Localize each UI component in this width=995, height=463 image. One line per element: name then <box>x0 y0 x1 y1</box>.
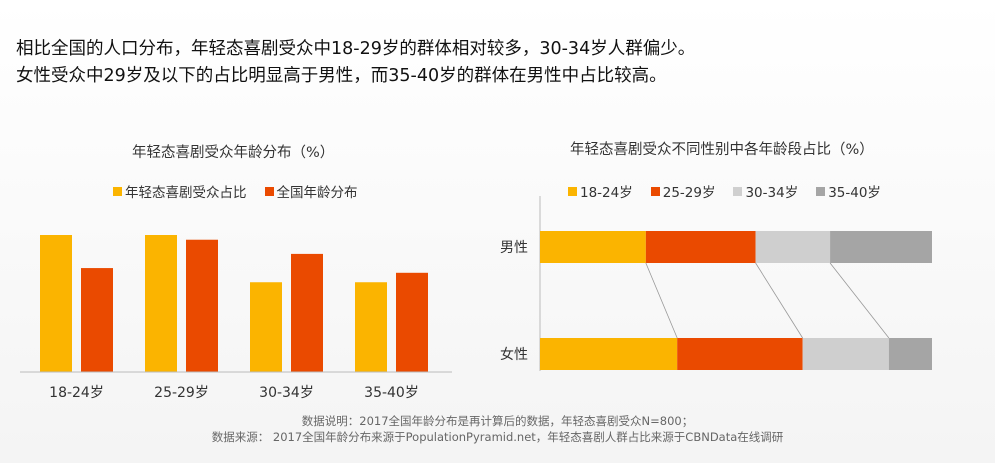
left-x-tick-label: 18-24岁 <box>49 385 104 401</box>
right-chart-legend-label: 25-29岁 <box>662 185 716 201</box>
left-bar-national <box>291 253 323 372</box>
left-bar-audience <box>40 235 72 372</box>
left-chart-legend-swatch <box>264 186 274 196</box>
right-segment-male <box>755 231 831 263</box>
right-segment-female <box>677 338 803 370</box>
headline: 相比全国的人口分布，年轻态喜剧受众中18-29岁的群体相对较多，30-34岁人群… <box>16 36 976 90</box>
right-chart-legend-item: 30-34岁 <box>733 181 798 201</box>
right-connector-line <box>755 262 803 339</box>
right-connector-line <box>829 262 890 339</box>
right-chart-legend: 18-24岁 25-29岁 30-34岁 35-40岁 <box>568 181 881 201</box>
left-bar-chart: 18-24岁 25-29岁 30-34岁 35-40岁 <box>20 235 452 401</box>
right-chart-legend-swatch <box>733 186 743 196</box>
footer-data-note: 数据说明：2017全国年龄分布是再计算后的数据，年轻态喜剧受众N=800； <box>301 414 694 428</box>
right-segment-female <box>540 338 678 370</box>
right-y-tick-label: 男性 <box>500 240 528 256</box>
left-chart-legend-label: 全国年龄分布 <box>276 185 358 201</box>
left-chart-title: 年轻态喜剧受众年龄分布（%） <box>132 145 335 161</box>
left-chart-legend-item: 全国年龄分布 <box>264 181 358 201</box>
right-chart-legend-item: 18-24岁 <box>568 181 633 201</box>
footer-notes: 数据说明：2017全国年龄分布是再计算后的数据，年轻态喜剧受众N=800； 数据… <box>0 413 995 445</box>
right-connector-line <box>645 262 678 339</box>
headline-line-1: 相比全国的人口分布，年轻态喜剧受众中18-29岁的群体相对较多，30-34岁人群… <box>16 39 696 59</box>
right-chart-legend-swatch <box>816 186 826 196</box>
right-y-tick-label: 女性 <box>500 346 528 363</box>
left-bar-audience <box>250 282 282 372</box>
left-x-tick-label: 30-34岁 <box>259 385 314 401</box>
left-bar-national <box>396 272 428 372</box>
right-segment-female <box>802 338 889 370</box>
left-chart-legend: 年轻态喜剧受众占比 全国年龄分布 <box>113 181 358 201</box>
right-segment-female <box>888 338 932 370</box>
left-chart-legend-item: 年轻态喜剧受众占比 <box>113 181 247 201</box>
footer-data-source: 数据来源： 2017全国年龄分布来源于PopulationPyramid.net… <box>211 430 784 444</box>
right-segment-male <box>540 231 646 263</box>
right-chart-legend-item: 35-40岁 <box>816 181 881 201</box>
right-chart-legend-swatch <box>568 186 577 196</box>
left-x-tick-label: 25-29岁 <box>154 385 209 401</box>
left-chart-legend-label: 年轻态喜剧受众占比 <box>125 185 247 201</box>
right-chart-legend-item: 25-29岁 <box>650 181 716 201</box>
left-bar-national <box>81 268 113 372</box>
right-segment-male <box>645 231 756 263</box>
left-bar-national <box>186 239 218 372</box>
left-bar-audience <box>355 282 387 372</box>
left-chart-legend-swatch <box>113 186 122 196</box>
right-chart-legend-label: 30-34岁 <box>745 185 799 201</box>
right-chart-legend-label: 35-40岁 <box>828 185 881 201</box>
right-chart-legend-label: 18-24岁 <box>580 185 633 201</box>
left-bar-audience <box>145 235 177 372</box>
headline-line-2: 女性受众中29岁及以下的占比明显高于男性，而35-40岁的群体在男性中占比较高。 <box>16 66 667 86</box>
right-chart-title: 年轻态喜剧受众不同性别中各年龄段占比（%） <box>570 142 874 158</box>
right-segment-male <box>830 231 932 263</box>
right-chart-legend-swatch <box>650 186 660 196</box>
left-x-tick-label: 35-40岁 <box>364 385 419 401</box>
